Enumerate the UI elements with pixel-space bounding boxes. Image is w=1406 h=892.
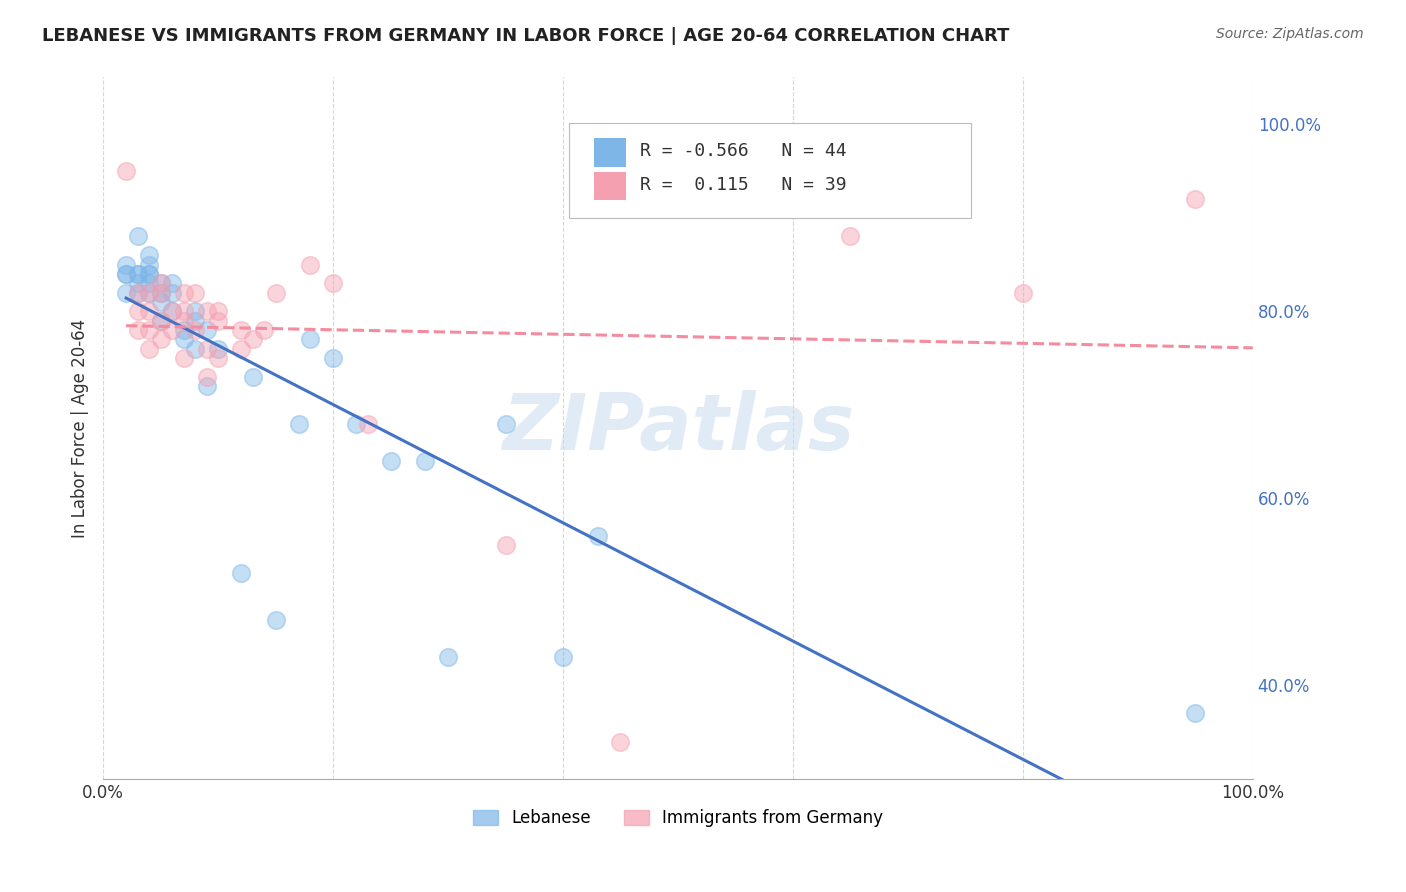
Point bbox=[195, 379, 218, 393]
Point bbox=[138, 304, 160, 318]
Point bbox=[229, 342, 252, 356]
Point bbox=[160, 276, 183, 290]
Point bbox=[184, 304, 207, 318]
Point bbox=[184, 323, 207, 337]
Point bbox=[495, 417, 517, 431]
Point bbox=[127, 229, 149, 244]
Text: ZIPatlas: ZIPatlas bbox=[502, 390, 853, 467]
Point bbox=[138, 267, 160, 281]
Point bbox=[287, 417, 309, 431]
Point bbox=[195, 342, 218, 356]
Point bbox=[173, 332, 195, 346]
Point bbox=[207, 342, 229, 356]
Point bbox=[173, 351, 195, 365]
Point bbox=[138, 323, 160, 337]
Point bbox=[229, 566, 252, 581]
Point bbox=[299, 258, 322, 272]
Point bbox=[264, 285, 287, 300]
Point bbox=[149, 276, 172, 290]
Point bbox=[609, 734, 631, 748]
Point bbox=[127, 285, 149, 300]
Point bbox=[495, 538, 517, 552]
Point bbox=[160, 285, 183, 300]
Point bbox=[160, 323, 183, 337]
Point bbox=[1184, 192, 1206, 206]
Point bbox=[149, 313, 172, 327]
Point bbox=[184, 285, 207, 300]
FancyBboxPatch shape bbox=[569, 123, 972, 218]
Point bbox=[839, 229, 862, 244]
Point bbox=[380, 454, 402, 468]
Point bbox=[138, 276, 160, 290]
Text: R = -0.566   N = 44: R = -0.566 N = 44 bbox=[640, 142, 846, 160]
Point bbox=[322, 276, 344, 290]
Point bbox=[586, 529, 609, 543]
Point bbox=[149, 332, 172, 346]
Point bbox=[115, 164, 138, 178]
Point bbox=[195, 369, 218, 384]
Point bbox=[184, 313, 207, 327]
Point bbox=[127, 276, 149, 290]
Point bbox=[184, 342, 207, 356]
Point bbox=[138, 248, 160, 262]
Point bbox=[195, 304, 218, 318]
FancyBboxPatch shape bbox=[595, 172, 626, 200]
Point bbox=[299, 332, 322, 346]
Point bbox=[138, 342, 160, 356]
Text: LEBANESE VS IMMIGRANTS FROM GERMANY IN LABOR FORCE | AGE 20-64 CORRELATION CHART: LEBANESE VS IMMIGRANTS FROM GERMANY IN L… bbox=[42, 27, 1010, 45]
Point bbox=[149, 285, 172, 300]
Point bbox=[173, 323, 195, 337]
Point bbox=[242, 332, 264, 346]
Point bbox=[127, 267, 149, 281]
Point bbox=[207, 304, 229, 318]
Point bbox=[138, 285, 160, 300]
Point bbox=[264, 613, 287, 627]
Text: R =  0.115   N = 39: R = 0.115 N = 39 bbox=[640, 176, 846, 194]
Point bbox=[437, 650, 460, 665]
Point bbox=[1184, 706, 1206, 721]
Text: Source: ZipAtlas.com: Source: ZipAtlas.com bbox=[1216, 27, 1364, 41]
Point bbox=[149, 294, 172, 309]
Point bbox=[229, 323, 252, 337]
Legend: Lebanese, Immigrants from Germany: Lebanese, Immigrants from Germany bbox=[465, 803, 890, 834]
Point bbox=[1012, 285, 1035, 300]
Point bbox=[195, 323, 218, 337]
Point bbox=[115, 267, 138, 281]
FancyBboxPatch shape bbox=[595, 138, 626, 167]
Point bbox=[173, 313, 195, 327]
Point bbox=[127, 323, 149, 337]
Point bbox=[149, 276, 172, 290]
Point bbox=[253, 323, 276, 337]
Y-axis label: In Labor Force | Age 20-64: In Labor Force | Age 20-64 bbox=[72, 318, 89, 538]
Point bbox=[160, 304, 183, 318]
Point bbox=[115, 258, 138, 272]
Point bbox=[207, 313, 229, 327]
Point bbox=[160, 304, 183, 318]
Point bbox=[322, 351, 344, 365]
Point bbox=[173, 304, 195, 318]
Point bbox=[242, 369, 264, 384]
Point bbox=[207, 351, 229, 365]
Point bbox=[115, 285, 138, 300]
Point bbox=[138, 285, 160, 300]
Point bbox=[115, 267, 138, 281]
Point bbox=[551, 650, 574, 665]
Point bbox=[138, 258, 160, 272]
Point bbox=[356, 417, 378, 431]
Point bbox=[173, 285, 195, 300]
Point bbox=[127, 285, 149, 300]
Point bbox=[127, 304, 149, 318]
Point bbox=[413, 454, 436, 468]
Point bbox=[138, 267, 160, 281]
Point bbox=[344, 417, 367, 431]
Point bbox=[149, 313, 172, 327]
Point bbox=[127, 267, 149, 281]
Point bbox=[149, 285, 172, 300]
